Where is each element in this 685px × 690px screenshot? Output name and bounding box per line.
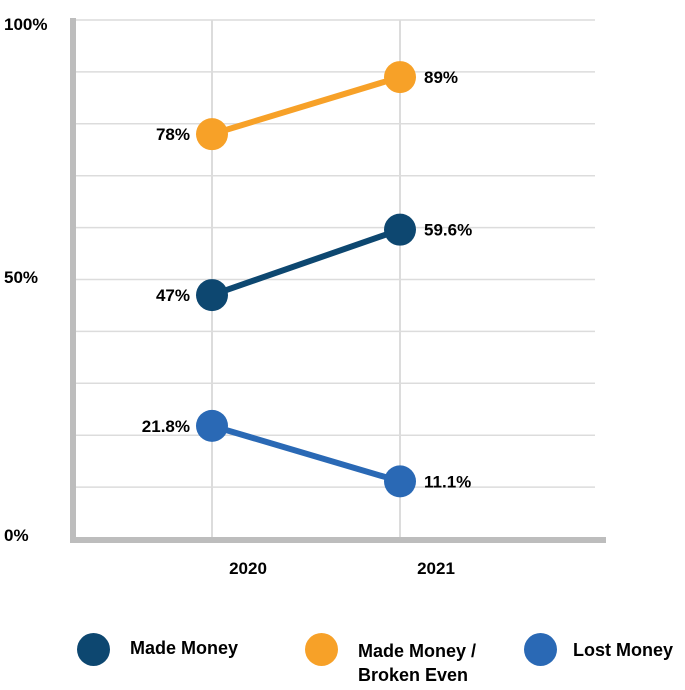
series-line xyxy=(209,226,403,299)
data-point xyxy=(196,279,228,312)
grid xyxy=(73,19,595,539)
data-point xyxy=(384,213,416,246)
y-tick-label: 100% xyxy=(4,15,47,34)
x-tick-label: 2020 xyxy=(229,559,267,578)
data-label: 11.1% xyxy=(424,472,471,491)
series-group xyxy=(196,61,416,498)
series-line xyxy=(209,74,403,138)
series-line xyxy=(209,422,403,485)
y-tick-label: 0% xyxy=(4,526,29,545)
data-label: 21.8% xyxy=(142,417,190,436)
labels-group: 47% 59.6% 78% 89% 21.8% 11.1% xyxy=(142,68,472,491)
x-tick-label: 2021 xyxy=(417,559,455,578)
data-point xyxy=(384,61,416,94)
data-label: 78% xyxy=(156,125,190,144)
data-point xyxy=(384,465,416,498)
y-tick-label: 50% xyxy=(4,268,38,287)
axes: 0% 50% 100% 2020 2021 xyxy=(4,15,606,578)
data-label: 59.6% xyxy=(424,221,472,240)
data-point xyxy=(196,409,228,442)
data-label: 47% xyxy=(156,286,190,305)
data-label: 89% xyxy=(424,68,458,87)
data-point xyxy=(196,118,228,151)
